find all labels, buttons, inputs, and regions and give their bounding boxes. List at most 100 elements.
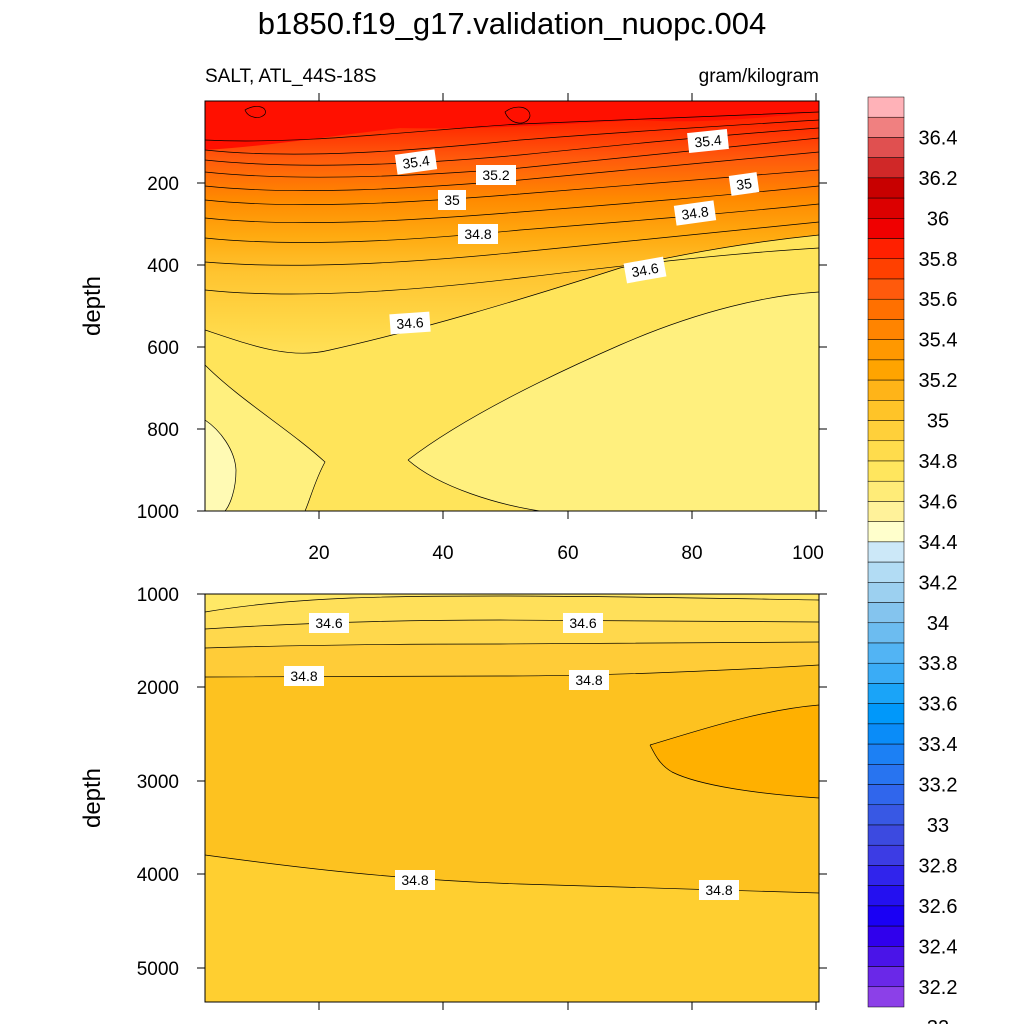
upper-y-tick-labels: 200 400 600 800 1000 bbox=[137, 174, 179, 523]
upper-y-tick-label: 400 bbox=[147, 256, 179, 277]
upper-plot-frame bbox=[204, 100, 820, 512]
upper-y-tick-label: 800 bbox=[147, 420, 179, 441]
colorbar-tick-label: 33.4 bbox=[919, 734, 958, 756]
upper-contour-34.2-region bbox=[205, 420, 236, 511]
lower-plot-frame bbox=[204, 593, 820, 1003]
colorbar-box bbox=[867, 824, 905, 846]
svg-text:34.8: 34.8 bbox=[290, 668, 317, 684]
colorbar-box bbox=[867, 501, 905, 522]
lower-y-tick-label: 3000 bbox=[137, 772, 179, 793]
colorbar-tick-label: 34 bbox=[927, 613, 949, 635]
upper-x-tick-labels: 20 40 60 80 100 bbox=[308, 543, 823, 564]
colorbar-tick-label: 35.4 bbox=[919, 330, 958, 352]
lower-y-tick-labels: 1000 2000 3000 4000 5000 bbox=[137, 585, 179, 980]
lower-deep-34.8 bbox=[205, 855, 819, 1002]
colorbar-box bbox=[867, 784, 905, 806]
colorbar-tick-label: 33 bbox=[927, 815, 949, 837]
contour-label: 34.6 bbox=[563, 613, 603, 633]
colorbar-box bbox=[867, 743, 905, 765]
colorbar-box bbox=[867, 197, 905, 219]
x-tick-label: 20 bbox=[308, 543, 329, 564]
colorbar-box bbox=[867, 683, 905, 704]
colorbar-box bbox=[867, 885, 905, 907]
upper-contour-labels: 35.4 35.2 35 34.8 35.4 35 34.8 34.6 34.6 bbox=[389, 128, 760, 335]
colorbar-box bbox=[867, 582, 905, 603]
svg-text:34.6: 34.6 bbox=[396, 314, 425, 332]
colorbar-box bbox=[867, 541, 905, 563]
colorbar-tick-label: 33.8 bbox=[919, 653, 958, 675]
contour-label: 35.4 bbox=[687, 128, 729, 154]
contour-label: 35 bbox=[728, 172, 760, 196]
colorbar-box bbox=[867, 865, 905, 886]
contour-label: 35.2 bbox=[476, 165, 516, 185]
lower-contour-labels: 34.6 34.6 34.8 34.8 34.8 34.8 bbox=[284, 613, 739, 900]
contour-label: 34.8 bbox=[395, 870, 435, 890]
colorbar-box bbox=[867, 460, 905, 482]
svg-text:35.4: 35.4 bbox=[694, 132, 723, 151]
contour-label: 34.8 bbox=[284, 666, 324, 686]
colorbar-box bbox=[867, 96, 905, 118]
upper-y-axis bbox=[197, 182, 827, 512]
colorbar-box bbox=[867, 703, 905, 725]
svg-text:35: 35 bbox=[735, 175, 753, 193]
upper-y-tick-label: 600 bbox=[147, 338, 179, 359]
colorbar-box bbox=[867, 905, 905, 927]
colorbar-boxes bbox=[867, 96, 905, 1008]
svg-text:34.8: 34.8 bbox=[705, 882, 732, 898]
colorbar-box bbox=[867, 258, 905, 280]
colorbar-box bbox=[867, 662, 905, 684]
colorbar-box bbox=[867, 278, 905, 300]
colorbar-tick-label: 35.2 bbox=[919, 370, 958, 392]
units-label: gram/kilogram bbox=[699, 66, 819, 87]
lower-y-axis-label: depth bbox=[79, 768, 106, 828]
colorbar-box bbox=[867, 925, 905, 947]
lower-band-34.4 bbox=[205, 594, 819, 612]
colorbar-box bbox=[867, 379, 905, 401]
lower-core-34.9 bbox=[650, 705, 819, 798]
colorbar-tick-label: 34.2 bbox=[919, 572, 958, 594]
svg-text:34.8: 34.8 bbox=[464, 226, 491, 242]
contour-label: 34.8 bbox=[458, 224, 498, 244]
lower-band-34.6b bbox=[205, 620, 819, 648]
x-tick-label: 100 bbox=[792, 543, 824, 564]
contour-label: 34.6 bbox=[623, 256, 667, 284]
colorbar-tick-label: 36 bbox=[927, 208, 949, 230]
contour-label: 35 bbox=[438, 190, 466, 210]
colorbar-tick-label: 34.4 bbox=[919, 532, 958, 554]
colorbar-box bbox=[867, 986, 905, 1008]
colorbar-box bbox=[867, 339, 905, 361]
x-tick-label: 40 bbox=[432, 543, 453, 564]
contour-label: 34.8 bbox=[569, 670, 609, 690]
colorbar-box bbox=[867, 561, 905, 583]
colorbar-box bbox=[867, 116, 905, 138]
svg-text:34.6: 34.6 bbox=[315, 615, 342, 631]
colorbar-tick-label: 35 bbox=[927, 411, 949, 433]
lower-y-tick-label: 2000 bbox=[137, 678, 179, 699]
colorbar-box bbox=[867, 238, 905, 260]
colorbar-box bbox=[867, 521, 905, 543]
colorbar-box bbox=[867, 602, 905, 624]
colorbar-box bbox=[867, 359, 905, 381]
colorbar-tick-label: 35.8 bbox=[919, 249, 958, 271]
colorbar-labels: 36.4 36.2 36 35.8 35.6 35.4 35.2 35 34.8 34.6 34.4… bbox=[919, 127, 958, 1024]
colorbar-box bbox=[867, 420, 905, 442]
svg-text:35.2: 35.2 bbox=[482, 167, 509, 183]
colorbar-tick-label: 34.8 bbox=[919, 451, 958, 473]
colorbar-box bbox=[867, 177, 905, 199]
colorbar-box bbox=[867, 844, 905, 866]
colorbar-box bbox=[867, 946, 905, 967]
upper-y-tick-label: 200 bbox=[147, 174, 179, 195]
svg-text:34.6: 34.6 bbox=[630, 260, 660, 281]
upper-contour-lines bbox=[205, 106, 819, 511]
colorbar-box bbox=[867, 622, 905, 644]
lower-x-axis bbox=[318, 1002, 817, 1010]
contour-label: 35.4 bbox=[394, 149, 438, 175]
x-tick-label: 80 bbox=[681, 543, 702, 564]
colorbar-tick-label: 33.6 bbox=[919, 694, 958, 716]
colorbar-tick-label: 36.4 bbox=[919, 127, 958, 149]
upper-x-axis bbox=[318, 93, 817, 519]
colorbar-tick-label: 32.2 bbox=[919, 977, 958, 999]
lower-y-tick-label: 1000 bbox=[137, 585, 179, 606]
colorbar-box bbox=[867, 764, 905, 785]
